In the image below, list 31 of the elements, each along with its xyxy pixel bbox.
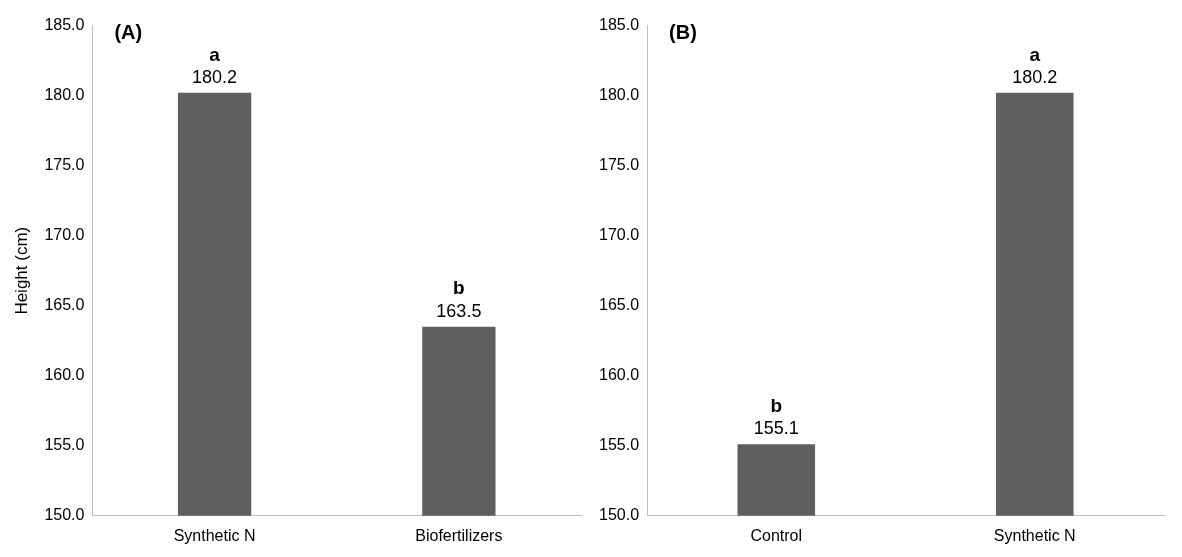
y-tick-label: 150.0	[44, 506, 85, 524]
x-tick-label: Control	[750, 526, 803, 544]
y-tick-label: 160.0	[598, 366, 640, 384]
x-tick-label: Synthetic N	[993, 526, 1076, 544]
y-tick-label: 175.0	[598, 156, 640, 174]
y-tick-label: 170.0	[44, 226, 85, 244]
data-label: 180.2	[1012, 66, 1058, 87]
chart-title: (A)	[114, 21, 143, 44]
y-tick-label: 185.0	[44, 16, 85, 34]
y-tick-label: 170.0	[598, 226, 640, 244]
y-tick-label: 180.0	[44, 86, 85, 104]
chart-title: (B)	[669, 21, 697, 44]
y-tick-label: 185.0	[598, 16, 640, 34]
y-tick-label: 150.0	[598, 506, 640, 524]
y-axis-title: Height (cm)	[11, 226, 31, 315]
y-tick-label: 160.0	[44, 366, 85, 384]
annotation: a	[209, 43, 221, 65]
y-tick-label: 165.0	[44, 296, 85, 314]
data-label: 155.1	[753, 418, 799, 439]
y-tick-label: 155.0	[598, 436, 640, 454]
y-tick-label: 180.0	[598, 86, 640, 104]
annotation: b	[770, 395, 783, 417]
data-label: 163.5	[436, 300, 482, 321]
annotation: b	[453, 277, 465, 299]
x-tick-label: Synthetic N	[173, 526, 256, 544]
y-tick-label: 165.0	[598, 296, 640, 314]
annotation: a	[1029, 43, 1041, 65]
data-label: 180.2	[192, 66, 238, 87]
y-tick-label: 155.0	[44, 436, 85, 454]
y-tick-label: 175.0	[44, 156, 85, 174]
x-tick-label: Biofertilizers	[415, 526, 503, 544]
